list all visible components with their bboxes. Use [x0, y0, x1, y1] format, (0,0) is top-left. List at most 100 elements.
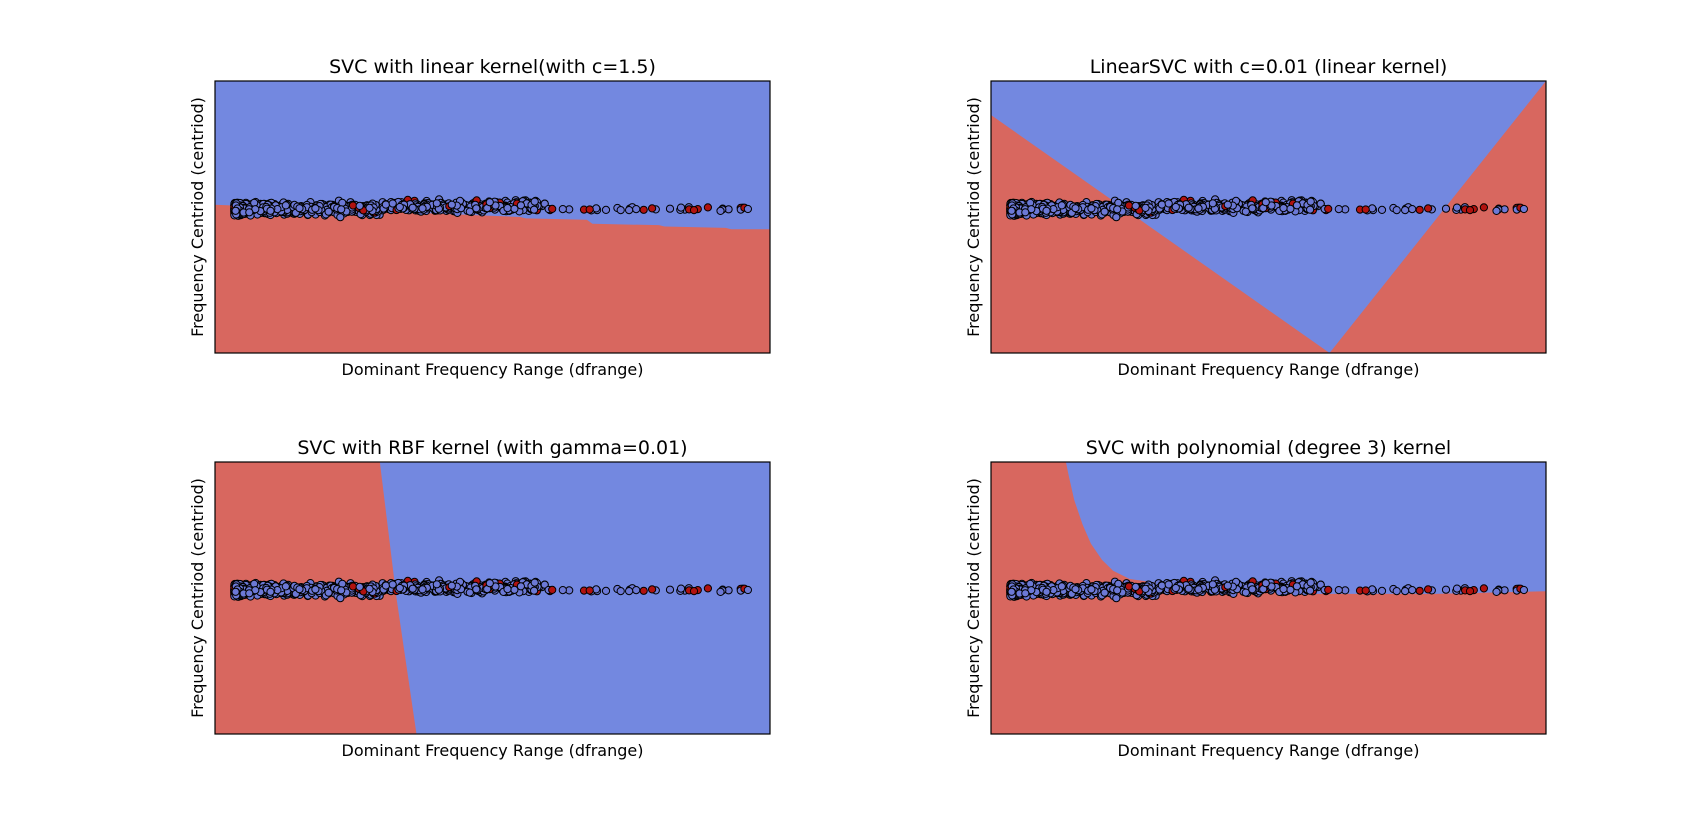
data-point [324, 207, 333, 216]
data-point [1007, 206, 1016, 215]
y-axis-label: Frequency Centriod (centriod) [188, 478, 207, 718]
data-point [1184, 203, 1193, 212]
data-point [1368, 585, 1377, 594]
data-point [1248, 204, 1257, 213]
data-point [1415, 586, 1424, 595]
data-point [1261, 198, 1270, 207]
axes-frame [990, 80, 1547, 354]
data-point [432, 199, 441, 208]
data-point [1492, 206, 1501, 215]
data-point [1112, 213, 1121, 222]
data-point [639, 205, 648, 214]
data-point [1306, 197, 1315, 206]
data-point [245, 208, 254, 217]
data-point [716, 587, 725, 597]
data-point [716, 206, 725, 215]
data-point [676, 203, 686, 212]
chart-title: SVC with polynomial (degree 3) kernel [1086, 437, 1451, 459]
data-point [1401, 206, 1410, 215]
data-point [337, 586, 346, 595]
data-point [1441, 585, 1451, 594]
data-point [1479, 584, 1489, 593]
data-point [1306, 578, 1315, 587]
data-point [1100, 207, 1109, 216]
data-point [1279, 585, 1288, 594]
data-point [1324, 585, 1333, 595]
region-class-b [991, 462, 1546, 594]
data-points [230, 576, 753, 603]
data-point [1057, 201, 1066, 210]
data-point [1392, 587, 1401, 596]
data-point [743, 204, 753, 214]
data-point [472, 204, 481, 213]
data-point [465, 588, 474, 597]
data-point [365, 584, 374, 594]
data-point [336, 213, 345, 222]
data-point [1241, 207, 1250, 216]
data-point [1361, 586, 1370, 595]
data-point [1007, 587, 1016, 596]
data-point [231, 206, 240, 215]
data-point [408, 584, 417, 593]
data-point [548, 204, 557, 213]
data-point [355, 582, 364, 592]
data-point [1042, 587, 1051, 596]
data-point [1113, 586, 1122, 595]
data-point [1279, 204, 1288, 213]
data-point [703, 203, 713, 212]
data-point [311, 585, 320, 594]
data-point [1286, 585, 1295, 594]
data-point [1292, 201, 1302, 210]
data-point [1408, 205, 1417, 214]
data-point [1424, 204, 1433, 213]
data-point [503, 585, 512, 594]
x-axis-label: Dominant Frequency Range (dfrange) [1118, 360, 1420, 379]
data-point [703, 584, 713, 593]
data-point [1100, 588, 1109, 597]
data-point [1223, 200, 1232, 209]
data-point [337, 205, 346, 214]
data-point [601, 586, 611, 596]
data-point [1286, 204, 1295, 213]
data-point [1452, 203, 1462, 212]
data-point [616, 206, 625, 215]
y-axis-label: Frequency Centriod (centriod) [964, 97, 983, 337]
data-point [1157, 200, 1167, 209]
data-point [1261, 579, 1270, 588]
data-point [1392, 206, 1401, 215]
data-point [408, 203, 417, 212]
data-point [676, 584, 686, 593]
x-axis-label: Dominant Frequency Range (dfrange) [342, 741, 644, 760]
data-point [1223, 581, 1232, 590]
data-point [388, 580, 397, 589]
data-point [530, 197, 539, 206]
data-point [1112, 594, 1121, 603]
data-point [625, 587, 634, 596]
x-axis-label: Dominant Frequency Range (dfrange) [342, 360, 644, 379]
data-point [231, 587, 240, 596]
data-point [1141, 203, 1150, 212]
data-point [648, 204, 657, 213]
data-point [1377, 205, 1387, 214]
data-point [1479, 203, 1489, 212]
subplot-4: SVC with polynomial (degree 3) kernelDom… [964, 437, 1547, 760]
data-point [1124, 582, 1134, 591]
data-point [1241, 588, 1250, 597]
data-point [472, 585, 481, 594]
data-point [743, 585, 753, 595]
data-points [1006, 576, 1529, 603]
data-point [1306, 205, 1315, 214]
data-point [1452, 584, 1462, 593]
data-point [324, 588, 333, 597]
data-point [558, 586, 567, 595]
data-point [365, 203, 374, 212]
data-point [1334, 586, 1343, 595]
data-point [395, 583, 404, 593]
data-point [1157, 581, 1167, 590]
data-point [1057, 582, 1066, 591]
data-point [1324, 204, 1333, 213]
data-point [1519, 204, 1529, 214]
data-point [1124, 201, 1134, 210]
axes-frame [214, 461, 771, 735]
data-point [625, 206, 634, 215]
